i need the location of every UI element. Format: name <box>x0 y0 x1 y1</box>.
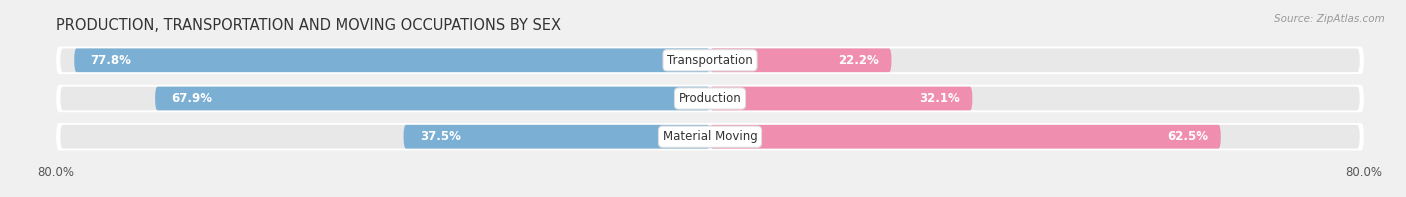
FancyBboxPatch shape <box>60 48 1360 72</box>
Text: PRODUCTION, TRANSPORTATION AND MOVING OCCUPATIONS BY SEX: PRODUCTION, TRANSPORTATION AND MOVING OC… <box>56 18 561 33</box>
Text: 62.5%: 62.5% <box>1167 130 1209 143</box>
FancyBboxPatch shape <box>404 125 710 149</box>
Text: 77.8%: 77.8% <box>90 54 131 67</box>
Text: 37.5%: 37.5% <box>420 130 461 143</box>
FancyBboxPatch shape <box>60 87 1360 110</box>
FancyBboxPatch shape <box>56 46 1364 74</box>
Text: Production: Production <box>679 92 741 105</box>
Text: Source: ZipAtlas.com: Source: ZipAtlas.com <box>1274 14 1385 24</box>
FancyBboxPatch shape <box>710 125 1220 149</box>
FancyBboxPatch shape <box>56 85 1364 112</box>
FancyBboxPatch shape <box>60 125 1360 149</box>
Text: 67.9%: 67.9% <box>172 92 212 105</box>
FancyBboxPatch shape <box>710 48 891 72</box>
Text: 22.2%: 22.2% <box>838 54 879 67</box>
FancyBboxPatch shape <box>75 48 710 72</box>
Text: Material Moving: Material Moving <box>662 130 758 143</box>
FancyBboxPatch shape <box>56 123 1364 151</box>
FancyBboxPatch shape <box>155 87 710 110</box>
FancyBboxPatch shape <box>710 87 973 110</box>
Text: Transportation: Transportation <box>668 54 752 67</box>
Text: 32.1%: 32.1% <box>920 92 960 105</box>
